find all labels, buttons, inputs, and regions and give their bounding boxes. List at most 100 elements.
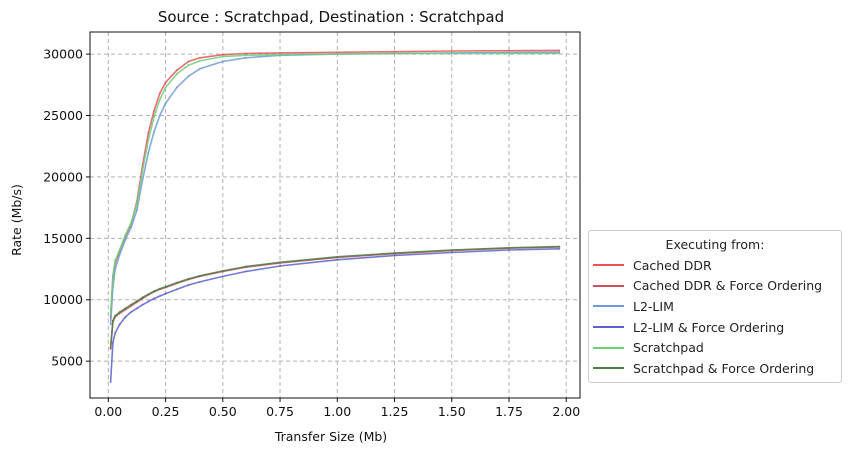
data-point <box>279 53 281 56</box>
data-point <box>558 49 561 52</box>
data-point <box>244 270 247 273</box>
data-point <box>164 285 167 288</box>
data-point <box>136 300 138 302</box>
data-point <box>336 255 339 258</box>
legend-swatch <box>593 367 624 370</box>
data-point <box>130 221 133 224</box>
data-point <box>118 311 121 313</box>
data-point <box>111 319 114 322</box>
legend-swatch <box>593 326 624 329</box>
data-point <box>109 323 112 326</box>
data-point <box>176 69 178 71</box>
x-tick-label: 1.75 <box>495 404 523 419</box>
data-point <box>393 52 396 55</box>
series-5 <box>109 52 561 316</box>
data-point <box>141 303 144 306</box>
data-point <box>176 281 178 284</box>
data-point <box>141 296 144 299</box>
data-point <box>199 56 201 59</box>
data-point <box>111 274 114 277</box>
legend-item: Cached DDR <box>589 255 841 276</box>
data-point <box>336 53 339 56</box>
x-tick-label: 1.25 <box>381 404 409 419</box>
legend-swatch <box>593 264 624 267</box>
x-tick-label: 1.50 <box>438 404 466 419</box>
data-point <box>176 72 178 75</box>
data-point <box>393 50 396 53</box>
legend-item: L2-LIM <box>589 296 841 317</box>
data-point <box>111 341 114 344</box>
series-line <box>109 248 560 383</box>
data-point <box>147 139 150 141</box>
data-point <box>508 249 510 251</box>
data-point <box>221 53 224 56</box>
data-point <box>164 292 167 295</box>
series-layer <box>109 49 561 383</box>
data-point <box>244 54 247 57</box>
legend-item: L2-LIM & Force Ordering <box>589 317 841 338</box>
series-1 <box>109 49 561 320</box>
y-tick-label: 10000 <box>43 292 83 307</box>
x-tick-label: 0.50 <box>209 404 237 419</box>
data-point <box>199 67 201 70</box>
x-tick-label: 0.00 <box>94 404 122 419</box>
data-point <box>153 297 156 300</box>
data-point <box>279 261 281 264</box>
legend-item: Cached DDR & Force Ordering <box>589 276 841 297</box>
data-point <box>124 238 127 241</box>
data-point <box>336 51 339 54</box>
data-point <box>558 247 561 250</box>
data-point <box>221 55 224 58</box>
data-point <box>393 252 396 254</box>
data-point <box>558 52 561 55</box>
y-tick-label: 25000 <box>43 108 83 123</box>
data-point <box>147 151 150 154</box>
legend-label: Scratchpad & Force Ordering <box>633 360 815 376</box>
x-tick-label: 2.00 <box>552 404 580 419</box>
x-tick-label: 0.75 <box>266 404 294 419</box>
data-point <box>114 259 117 262</box>
series-line <box>109 245 560 348</box>
plot-frame <box>89 31 581 399</box>
data-point <box>124 233 127 236</box>
data-point <box>147 131 150 134</box>
data-point <box>393 254 396 257</box>
data-point <box>279 265 281 267</box>
data-point <box>199 274 201 277</box>
data-point <box>136 307 138 310</box>
data-point <box>176 288 178 291</box>
data-point <box>136 209 138 211</box>
series-2 <box>109 246 561 350</box>
series-line <box>109 49 560 319</box>
axes: 0.00 0.25 0.50 0.75 1.00 1.25 1.50 1.75 2.00 5000… <box>43 47 580 419</box>
data-point <box>221 269 224 272</box>
series-3 <box>109 51 561 326</box>
legend-label: Cached DDR <box>633 257 712 273</box>
y-axis-label: Rate (Mb/s) <box>9 184 24 256</box>
data-point <box>118 253 121 256</box>
legend-swatch <box>593 305 624 308</box>
chart-title: Source : Scratchpad, Destination : Scrat… <box>158 8 504 26</box>
data-point <box>244 265 247 268</box>
x-axis-label: Transfer Size (Mb) <box>274 429 387 444</box>
legend-label: L2-LIM & Force Ordering <box>633 319 785 335</box>
data-point <box>124 307 127 310</box>
legend-items: Cached DDR Cached DDR & Force Ordering L2-… <box>589 255 841 379</box>
data-point <box>508 49 510 52</box>
data-point <box>109 313 112 316</box>
data-point <box>450 249 453 251</box>
data-point <box>109 381 112 383</box>
data-point <box>221 60 224 63</box>
data-point <box>141 168 144 171</box>
series-4 <box>109 247 561 383</box>
series-6 <box>109 245 561 349</box>
series-line <box>109 52 560 315</box>
data-point <box>114 268 117 270</box>
series-line <box>109 246 560 349</box>
data-point <box>158 114 161 117</box>
legend: Executing from: Cached DDR Cached DDR & F… <box>588 230 842 383</box>
data-point <box>130 311 133 313</box>
data-point <box>558 245 561 248</box>
data-point <box>114 332 117 334</box>
